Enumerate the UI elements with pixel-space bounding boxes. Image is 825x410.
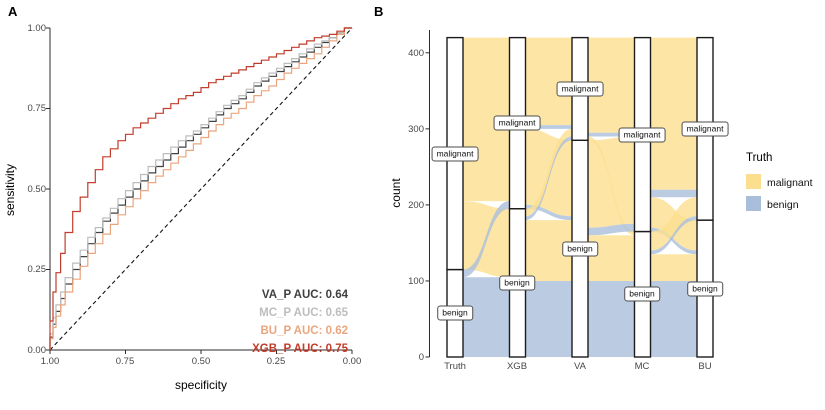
a-x-tick: 0.50 bbox=[191, 356, 211, 367]
a-y-axis-label: sensitivity bbox=[3, 164, 17, 217]
stratum-chip-xgb-malignant: malignant bbox=[493, 115, 541, 131]
b-y-tick: 300 bbox=[408, 124, 424, 135]
flow-ribbon-benign bbox=[650, 216, 697, 255]
legend-swatch-malignant bbox=[746, 174, 761, 189]
a-x-tick: 0.75 bbox=[115, 356, 135, 367]
roc-curve-BU_P bbox=[49, 27, 352, 350]
flow-ribbon-benign bbox=[525, 136, 572, 221]
auc-annotation-xgb: XGB_P AUC: 0.75 bbox=[252, 343, 348, 355]
flow-ribbon-benign bbox=[588, 223, 635, 236]
flow-ribbon-malignant bbox=[650, 37, 697, 190]
flow-ribbon-benign bbox=[650, 189, 697, 198]
panel-b-letter: B bbox=[374, 4, 384, 19]
b-x-tick-xgb: XGB bbox=[506, 361, 528, 372]
stratum-chip-mc-benign: benign bbox=[624, 286, 660, 302]
b-y-tick: 200 bbox=[408, 200, 424, 211]
auc-annotation-va: VA_P AUC: 0.64 bbox=[261, 289, 348, 301]
flow-ribbon-malignant bbox=[588, 235, 635, 281]
a-x-axis-label: specificity bbox=[174, 378, 227, 392]
roc-chance-line bbox=[49, 27, 353, 351]
flow-ribbon-benign bbox=[588, 281, 635, 357]
a-y-tick: 1.00 bbox=[27, 23, 47, 34]
stratum-chip-va-malignant: malignant bbox=[556, 81, 604, 97]
a-y-tick: 0.25 bbox=[27, 264, 47, 275]
stratum-chip-xgb-benign: benign bbox=[499, 275, 535, 291]
legend-label-benign: benign bbox=[767, 199, 799, 211]
a-y-tick: 0.50 bbox=[27, 184, 47, 195]
a-x-tick: 1.00 bbox=[40, 356, 60, 367]
b-x-tick-mc: MC bbox=[634, 361, 650, 372]
stratum-chip-bu-malignant: malignant bbox=[681, 121, 729, 137]
flow-ribbon-malignant bbox=[525, 128, 572, 217]
roc-curve-MC_P bbox=[49, 27, 352, 350]
b-y-tick: 100 bbox=[408, 276, 424, 287]
auc-annotation-mc: MC_P AUC: 0.65 bbox=[259, 307, 348, 319]
flow-ribbon-benign bbox=[650, 281, 697, 357]
stratum-chip-truth-malignant: malignant bbox=[431, 146, 479, 162]
b-y-tick: 400 bbox=[408, 48, 424, 59]
flow-ribbon-benign bbox=[463, 277, 510, 357]
legend-title: Truth bbox=[746, 152, 773, 164]
legend-label-malignant: malignant bbox=[767, 177, 813, 189]
b-y-axis-label: count bbox=[389, 178, 403, 208]
a-y-tick: 0.00 bbox=[27, 345, 47, 356]
stratum-chip-truth-benign: benign bbox=[437, 305, 473, 321]
b-x-tick-truth: Truth bbox=[444, 361, 466, 372]
b-x-tick-va: VA bbox=[574, 361, 586, 372]
a-x-tick: 0.25 bbox=[266, 356, 286, 367]
stratum-chip-bu-benign: benign bbox=[687, 281, 723, 297]
flow-ribbon-malignant bbox=[525, 37, 572, 126]
b-y-tick: 0 bbox=[418, 352, 424, 363]
legend-swatch-benign bbox=[746, 196, 761, 211]
panel-a-letter: A bbox=[8, 4, 18, 19]
flow-ribbon-malignant bbox=[525, 220, 572, 281]
b-x-tick-bu: BU bbox=[698, 361, 712, 372]
flow-ribbon-benign bbox=[463, 201, 510, 278]
flow-ribbon-benign bbox=[650, 227, 697, 255]
flow-ribbon-malignant bbox=[588, 37, 635, 133]
roc-curve-XGB_P bbox=[49, 27, 352, 350]
a-x-tick: 0.00 bbox=[342, 356, 362, 367]
auc-annotation-bu: BU_P AUC: 0.62 bbox=[260, 325, 348, 337]
flow-ribbon-malignant bbox=[650, 254, 697, 281]
flow-ribbon-malignant bbox=[650, 197, 697, 251]
flow-ribbon-malignant bbox=[588, 136, 635, 228]
stratum-chip-va-benign: benign bbox=[562, 241, 598, 257]
a-y-tick: 0.75 bbox=[27, 103, 47, 114]
stratum-chip-mc-malignant: malignant bbox=[618, 127, 666, 143]
flow-ribbon-benign bbox=[525, 281, 572, 357]
